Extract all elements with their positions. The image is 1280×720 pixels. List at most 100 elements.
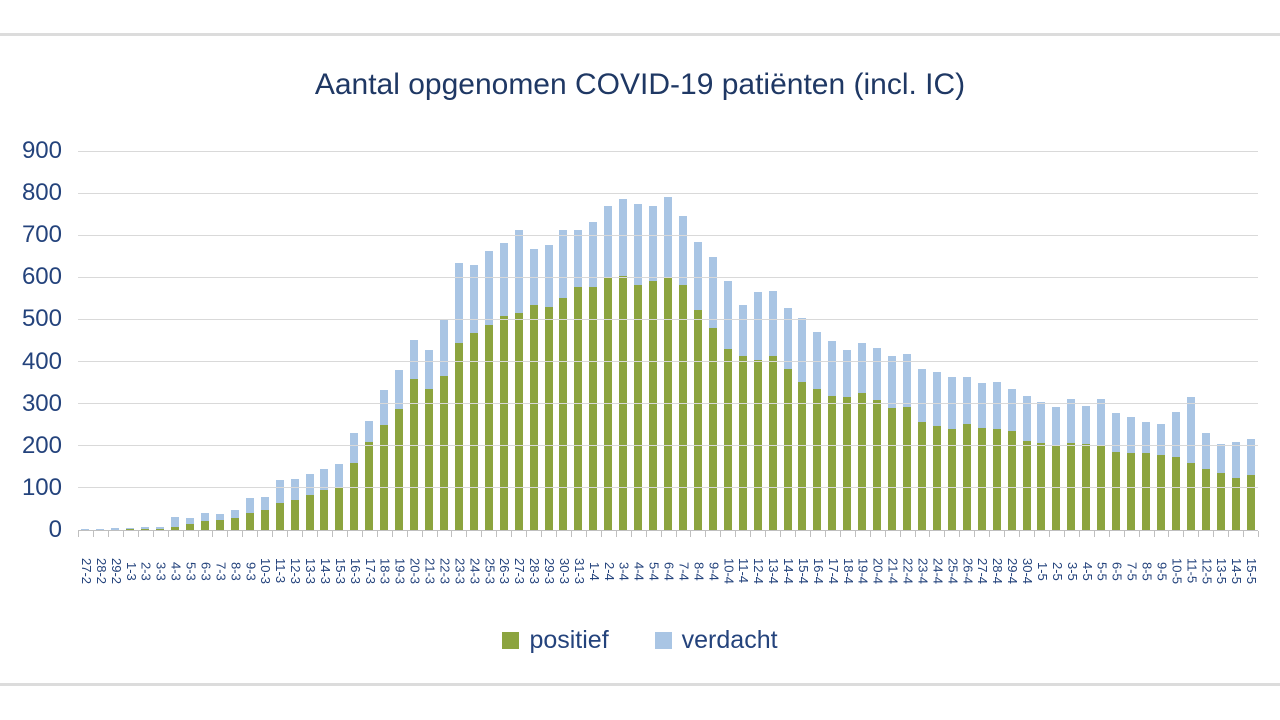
- bar-28-3: [526, 151, 541, 530]
- bar-stack-27-3: [514, 229, 523, 530]
- segment-verdacht-14-3: [320, 468, 329, 490]
- bar-stack-22-3: [439, 319, 448, 530]
- x-axis-labels: 27-2 28-2 29-2 1-3 2-3 3-3 4-3 5-3 6-3 7-3 8-3 9-3 1…: [78, 540, 1259, 602]
- x-label-11-3: 11-3: [273, 558, 289, 584]
- bar-20-3: [407, 151, 422, 530]
- bar-12-4: [750, 151, 765, 530]
- x-tick: [302, 531, 317, 537]
- segment-positief-19-4: [858, 392, 867, 530]
- bar-8-5: [1139, 151, 1154, 530]
- x-label-28-4: 28-4: [990, 557, 1006, 585]
- segment-verdacht-1-4: [589, 221, 598, 287]
- bar-3-4: [616, 151, 631, 530]
- segment-verdacht-21-3: [425, 350, 434, 390]
- x-label-20-3: 20-3: [407, 557, 423, 585]
- segment-verdacht-31-3: [574, 230, 583, 287]
- segment-positief-9-5: [1156, 455, 1165, 530]
- bar-stack-26-4: [962, 377, 971, 530]
- x-tick: [317, 531, 332, 537]
- bar-stack-6-4: [664, 197, 673, 530]
- bar-23-4: [915, 151, 930, 530]
- segment-positief-27-3: [514, 312, 523, 530]
- x-tick: [436, 531, 452, 537]
- segment-positief-7-5: [1127, 452, 1136, 530]
- x-tick: [107, 531, 123, 537]
- bar-stack-16-4: [813, 331, 822, 530]
- segment-verdacht-24-3: [469, 265, 478, 334]
- segment-positief-16-3: [350, 462, 359, 530]
- segment-verdacht-19-4: [858, 343, 867, 393]
- segment-positief-26-3: [499, 315, 508, 530]
- segment-positief-21-3: [425, 389, 434, 530]
- segment-positief-14-5: [1231, 478, 1240, 530]
- x-label-29-4: 29-4: [1005, 557, 1021, 585]
- x-label-28-2: 28-2: [93, 557, 109, 585]
- segment-verdacht-18-3: [380, 390, 389, 425]
- bar-29-4: [1004, 151, 1019, 530]
- x-tick: [1063, 531, 1079, 537]
- x-label-7-5: 7-5: [1124, 561, 1140, 581]
- segment-verdacht-25-3: [484, 251, 493, 325]
- segment-positief-3-3: [156, 528, 165, 530]
- y-axis: 0 100 200 300 400 500 600 700 800 900: [0, 137, 62, 543]
- x-tick: [122, 531, 138, 537]
- bar-15-4: [795, 151, 810, 530]
- x-tick: [391, 531, 407, 537]
- bar-17-4: [825, 151, 840, 530]
- legend-label-verdacht: verdacht: [681, 626, 778, 654]
- bar-28-4: [989, 151, 1004, 530]
- segment-verdacht-10-5: [1171, 412, 1180, 457]
- bar-21-4: [885, 151, 900, 530]
- x-label-6-5: 6-5: [1109, 561, 1125, 581]
- bar-stack-1-4: [589, 221, 598, 530]
- x-label-25-3: 25-3: [482, 557, 498, 585]
- bar-stack-11-5: [1186, 397, 1195, 530]
- segment-verdacht-2-3: [141, 527, 150, 529]
- x-label-29-3: 29-3: [542, 557, 557, 585]
- bar-stack-4-5: [1082, 405, 1091, 530]
- bar-stack-15-3: [335, 464, 344, 530]
- bar-14-4: [780, 151, 795, 530]
- x-tick: [630, 531, 646, 537]
- gridline-300: [78, 403, 1258, 405]
- segment-verdacht-24-4: [932, 372, 941, 426]
- x-label-4-5: 4-5: [1079, 561, 1095, 581]
- bar-stack-24-4: [932, 372, 941, 530]
- bar-7-5: [1124, 151, 1139, 530]
- chart-title: Aantal opgenomen COVID-19 patiënten (inc…: [314, 68, 966, 101]
- segment-verdacht-8-3: [230, 509, 239, 519]
- bar-stack-14-4: [783, 307, 792, 530]
- bar-11-3: [272, 151, 287, 530]
- segment-positief-12-3: [290, 500, 299, 530]
- bar-10-5: [1168, 151, 1183, 530]
- x-tick: [929, 531, 944, 537]
- verdacht-swatch-icon: [654, 632, 672, 649]
- bar-stack-30-3: [559, 229, 568, 530]
- x-label-14-3: 14-3: [317, 557, 333, 585]
- x-tick: [839, 531, 855, 537]
- bar-25-4: [944, 151, 959, 530]
- bar-stack-2-3: [141, 527, 150, 530]
- bar-6-5: [1109, 151, 1124, 530]
- segment-positief-20-4: [873, 399, 882, 530]
- bar-23-3: [451, 151, 466, 530]
- x-tick: [406, 531, 422, 537]
- segment-positief-15-3: [335, 487, 344, 530]
- x-tick: [78, 531, 93, 537]
- x-label-1-3: 1-3: [123, 561, 139, 581]
- bar-stack-4-4: [634, 204, 643, 530]
- segment-positief-18-3: [380, 424, 389, 530]
- x-tick: [556, 531, 571, 537]
- x-label-7-3: 7-3: [213, 561, 229, 581]
- bar-24-3: [466, 151, 481, 530]
- bar-stack-19-3: [395, 370, 404, 530]
- segment-verdacht-7-4: [678, 215, 687, 285]
- bar-stack-27-4: [977, 383, 986, 530]
- segment-verdacht-26-3: [499, 242, 508, 316]
- segment-verdacht-8-5: [1142, 422, 1151, 454]
- x-label-24-4: 24-4: [930, 557, 946, 585]
- segment-positief-12-4: [753, 359, 762, 530]
- x-tick: [346, 531, 362, 537]
- bar-stack-24-3: [469, 265, 478, 530]
- segment-verdacht-9-5: [1156, 423, 1165, 456]
